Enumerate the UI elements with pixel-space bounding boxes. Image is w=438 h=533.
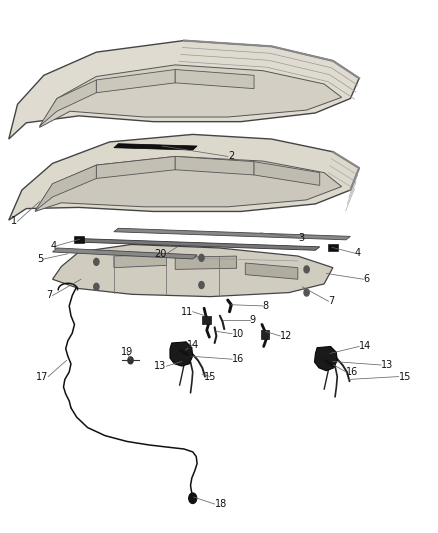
Circle shape xyxy=(94,284,99,290)
Text: 6: 6 xyxy=(364,274,370,284)
Text: 10: 10 xyxy=(232,329,244,338)
Text: 3: 3 xyxy=(298,232,304,243)
Text: 19: 19 xyxy=(121,347,133,357)
Text: 16: 16 xyxy=(346,367,358,377)
Circle shape xyxy=(304,266,309,273)
Text: 14: 14 xyxy=(359,342,371,351)
Text: 8: 8 xyxy=(263,301,269,311)
Polygon shape xyxy=(245,263,298,279)
Polygon shape xyxy=(114,228,350,240)
Polygon shape xyxy=(74,236,84,243)
Text: 1: 1 xyxy=(11,216,18,227)
Circle shape xyxy=(199,254,204,261)
Polygon shape xyxy=(114,254,166,268)
Polygon shape xyxy=(35,165,96,211)
Circle shape xyxy=(128,357,133,364)
Text: 9: 9 xyxy=(250,316,256,325)
Circle shape xyxy=(94,259,99,265)
Text: 15: 15 xyxy=(204,372,216,382)
Text: 18: 18 xyxy=(215,499,227,509)
Text: 13: 13 xyxy=(381,360,393,370)
Polygon shape xyxy=(175,69,254,88)
Polygon shape xyxy=(39,65,342,127)
Polygon shape xyxy=(254,161,320,185)
Text: 2: 2 xyxy=(228,151,234,161)
Text: 12: 12 xyxy=(280,331,293,341)
Text: 4: 4 xyxy=(355,248,361,258)
Polygon shape xyxy=(175,256,237,269)
Polygon shape xyxy=(9,41,359,139)
Polygon shape xyxy=(53,245,333,297)
Polygon shape xyxy=(175,156,254,175)
Polygon shape xyxy=(53,248,197,259)
Text: 5: 5 xyxy=(38,254,44,264)
Polygon shape xyxy=(9,134,359,220)
Polygon shape xyxy=(96,156,175,179)
Polygon shape xyxy=(170,342,193,366)
Circle shape xyxy=(199,281,204,288)
Text: 17: 17 xyxy=(36,372,48,382)
Polygon shape xyxy=(35,156,342,212)
Circle shape xyxy=(189,493,197,504)
Polygon shape xyxy=(261,330,269,339)
Text: 13: 13 xyxy=(154,361,166,371)
Text: 4: 4 xyxy=(51,240,57,251)
Text: 15: 15 xyxy=(399,372,411,382)
Text: 16: 16 xyxy=(232,354,244,364)
Polygon shape xyxy=(202,316,211,325)
Text: 7: 7 xyxy=(46,290,53,301)
Text: 11: 11 xyxy=(180,306,193,317)
Text: 7: 7 xyxy=(328,296,335,306)
Polygon shape xyxy=(79,239,320,251)
Polygon shape xyxy=(328,244,338,251)
Circle shape xyxy=(304,289,309,296)
Text: 14: 14 xyxy=(187,340,199,350)
Text: 20: 20 xyxy=(154,249,166,259)
Polygon shape xyxy=(314,346,337,371)
Polygon shape xyxy=(114,144,197,150)
Polygon shape xyxy=(39,80,96,126)
Polygon shape xyxy=(96,69,175,93)
